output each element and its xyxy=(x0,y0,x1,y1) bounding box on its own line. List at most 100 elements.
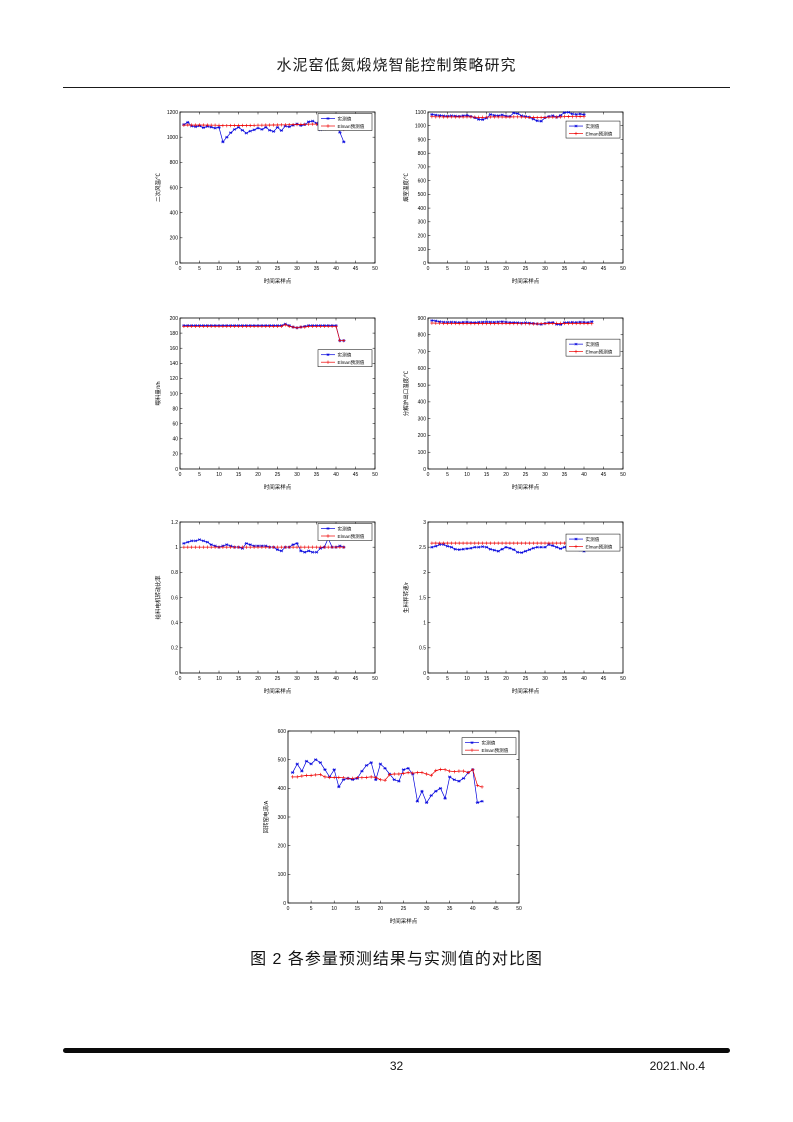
svg-text:200: 200 xyxy=(170,316,179,322)
svg-text:500: 500 xyxy=(418,383,427,389)
svg-text:时间采样点: 时间采样点 xyxy=(264,687,292,695)
svg-text:实测值: 实测值 xyxy=(586,536,600,543)
svg-text:45: 45 xyxy=(353,472,359,478)
svg-text:0: 0 xyxy=(287,906,290,912)
svg-text:600: 600 xyxy=(418,366,427,372)
svg-text:给料电机转动比率: 给料电机转动比率 xyxy=(154,575,162,620)
svg-text:700: 700 xyxy=(418,165,427,171)
svg-text:300: 300 xyxy=(418,416,427,422)
svg-text:20: 20 xyxy=(503,472,509,478)
svg-text:回转窑电流/A: 回转窑电流/A xyxy=(262,800,270,833)
svg-text:35: 35 xyxy=(562,266,568,272)
svg-text:40: 40 xyxy=(333,266,339,272)
svg-text:1.5: 1.5 xyxy=(419,595,426,601)
svg-text:20: 20 xyxy=(503,266,509,272)
svg-text:40: 40 xyxy=(333,472,339,478)
svg-text:15: 15 xyxy=(484,472,490,478)
svg-text:0.2: 0.2 xyxy=(171,646,178,652)
svg-text:1: 1 xyxy=(423,620,426,626)
svg-text:0: 0 xyxy=(427,676,430,682)
svg-text:0.4: 0.4 xyxy=(171,620,178,626)
svg-text:45: 45 xyxy=(353,676,359,682)
svg-text:25: 25 xyxy=(401,906,407,912)
svg-text:40: 40 xyxy=(172,437,178,443)
svg-text:10: 10 xyxy=(331,906,337,912)
svg-text:100: 100 xyxy=(170,391,179,397)
svg-text:5: 5 xyxy=(446,472,449,478)
chart-feeder-motor-rotation-ratio: 0 5 10 15 20 25 30 35 40 45 50 0 0.2 0.4 0.6 0.8 1 1.2 时间采… xyxy=(152,513,388,697)
running-head-title: 水泥窑低氮煅烧智能控制策略研究 xyxy=(276,58,517,74)
svg-text:喂料量/t/h: 喂料量/t/h xyxy=(154,381,162,405)
svg-text:实测值: 实测值 xyxy=(482,739,496,746)
svg-text:20: 20 xyxy=(172,452,178,458)
page-number: 32 xyxy=(389,1059,404,1073)
svg-text:0: 0 xyxy=(179,266,182,272)
chart-rotary-kiln-current: 0 5 10 15 20 25 30 35 40 45 500100200300400500600时… xyxy=(260,722,532,927)
svg-text:时间采样点: 时间采样点 xyxy=(512,483,540,491)
svg-text:200: 200 xyxy=(418,433,427,439)
svg-text:时间采样点: 时间采样点 xyxy=(390,917,418,925)
svg-text:15: 15 xyxy=(484,266,490,272)
svg-text:35: 35 xyxy=(562,472,568,478)
svg-text:Elman预测值: Elman预测值 xyxy=(586,130,613,137)
svg-text:5: 5 xyxy=(198,266,201,272)
svg-text:5: 5 xyxy=(198,676,201,682)
svg-text:20: 20 xyxy=(255,472,261,478)
svg-text:35: 35 xyxy=(447,906,453,912)
svg-text:40: 40 xyxy=(581,472,587,478)
svg-text:80: 80 xyxy=(172,406,178,412)
svg-text:45: 45 xyxy=(601,676,607,682)
svg-text:实测值: 实测值 xyxy=(338,115,352,122)
svg-text:400: 400 xyxy=(418,206,427,212)
svg-text:800: 800 xyxy=(418,151,427,157)
svg-text:160: 160 xyxy=(170,346,179,352)
svg-text:45: 45 xyxy=(601,266,607,272)
svg-text:500: 500 xyxy=(418,192,427,198)
svg-text:100: 100 xyxy=(418,450,427,456)
svg-text:0: 0 xyxy=(179,676,182,682)
svg-text:50: 50 xyxy=(516,906,522,912)
svg-text:50: 50 xyxy=(372,472,378,478)
svg-text:10: 10 xyxy=(216,266,222,272)
svg-text:10: 10 xyxy=(464,676,470,682)
svg-text:30: 30 xyxy=(424,906,430,912)
svg-text:1000: 1000 xyxy=(167,135,178,141)
svg-text:0: 0 xyxy=(423,467,426,473)
svg-text:15: 15 xyxy=(355,906,361,912)
svg-text:25: 25 xyxy=(275,676,281,682)
svg-text:180: 180 xyxy=(170,331,179,337)
svg-text:1.2: 1.2 xyxy=(171,520,178,526)
svg-text:0.6: 0.6 xyxy=(171,595,178,601)
svg-text:0.5: 0.5 xyxy=(419,646,426,652)
svg-text:15: 15 xyxy=(236,266,242,272)
svg-text:分解炉出口温度/℃: 分解炉出口温度/℃ xyxy=(402,370,410,416)
svg-text:40: 40 xyxy=(581,266,587,272)
svg-text:时间采样点: 时间采样点 xyxy=(264,277,292,285)
svg-text:30: 30 xyxy=(542,676,548,682)
svg-text:120: 120 xyxy=(170,376,179,382)
svg-text:实测值: 实测值 xyxy=(586,123,600,130)
svg-text:700: 700 xyxy=(418,349,427,355)
svg-text:10: 10 xyxy=(464,472,470,478)
svg-text:25: 25 xyxy=(523,472,529,478)
svg-text:500: 500 xyxy=(278,757,287,763)
svg-text:600: 600 xyxy=(170,185,179,191)
figure-caption: 图 2 各参量预测结果与实测值的对比图 xyxy=(250,951,543,968)
svg-text:时间采样点: 时间采样点 xyxy=(264,483,292,491)
svg-text:300: 300 xyxy=(418,220,427,226)
svg-text:Elman预测值: Elman预测值 xyxy=(338,359,365,366)
svg-text:20: 20 xyxy=(378,906,384,912)
svg-text:30: 30 xyxy=(294,676,300,682)
svg-text:0: 0 xyxy=(427,266,430,272)
svg-text:0: 0 xyxy=(423,671,426,677)
svg-text:2.5: 2.5 xyxy=(419,545,426,551)
svg-text:实测值: 实测值 xyxy=(338,525,352,532)
svg-text:50: 50 xyxy=(620,676,626,682)
svg-text:Elman预测值: Elman预测值 xyxy=(482,747,509,754)
svg-text:10: 10 xyxy=(216,472,222,478)
svg-text:35: 35 xyxy=(314,472,320,478)
header-rule xyxy=(63,87,730,88)
svg-text:烟室温度/℃: 烟室温度/℃ xyxy=(402,172,410,202)
svg-text:400: 400 xyxy=(170,210,179,216)
svg-text:50: 50 xyxy=(620,266,626,272)
